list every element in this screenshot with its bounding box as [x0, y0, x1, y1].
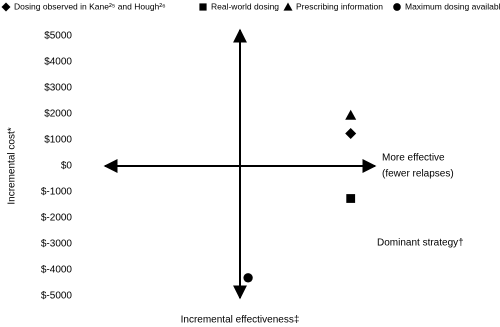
y-tick-label: $2000 — [44, 109, 72, 120]
y-tick-label: $1000 — [44, 135, 72, 146]
annotation: (fewer relapses) — [382, 169, 454, 180]
y-tick-label: $-2000 — [41, 213, 73, 224]
y-axis-title: Incremental cost* — [7, 127, 18, 204]
legend-label: Real-world dosing — [211, 1, 279, 11]
marker-triangle — [283, 2, 293, 11]
y-tick-label: $-3000 — [41, 239, 73, 250]
legend-label: Prescribing information — [296, 1, 383, 11]
y-tick-label: $5000 — [44, 31, 72, 42]
annotation: More effective — [382, 153, 445, 164]
annotation: Dominant strategy† — [377, 238, 464, 249]
marker-circle — [243, 273, 253, 283]
marker-diamond — [345, 128, 357, 139]
legend-label: Maximum dosing available — [405, 1, 500, 11]
y-tick-label: $0 — [61, 161, 73, 172]
marker-diamond — [1, 2, 11, 12]
y-tick-label: $-5000 — [41, 291, 73, 302]
marker-square — [346, 194, 356, 203]
marker-triangle — [345, 109, 357, 120]
y-tick-label: $-4000 — [41, 265, 73, 276]
marker-circle — [393, 3, 401, 11]
legend-label: Dosing observed in Kane²⁵ and Hough²⁶ — [14, 1, 166, 11]
x-axis-title: Incremental effectiveness‡ — [181, 315, 300, 326]
y-tick-label: $4000 — [44, 57, 72, 68]
marker-square — [199, 3, 207, 11]
y-tick-label: $3000 — [44, 83, 72, 94]
y-tick-label: $-1000 — [41, 187, 73, 198]
